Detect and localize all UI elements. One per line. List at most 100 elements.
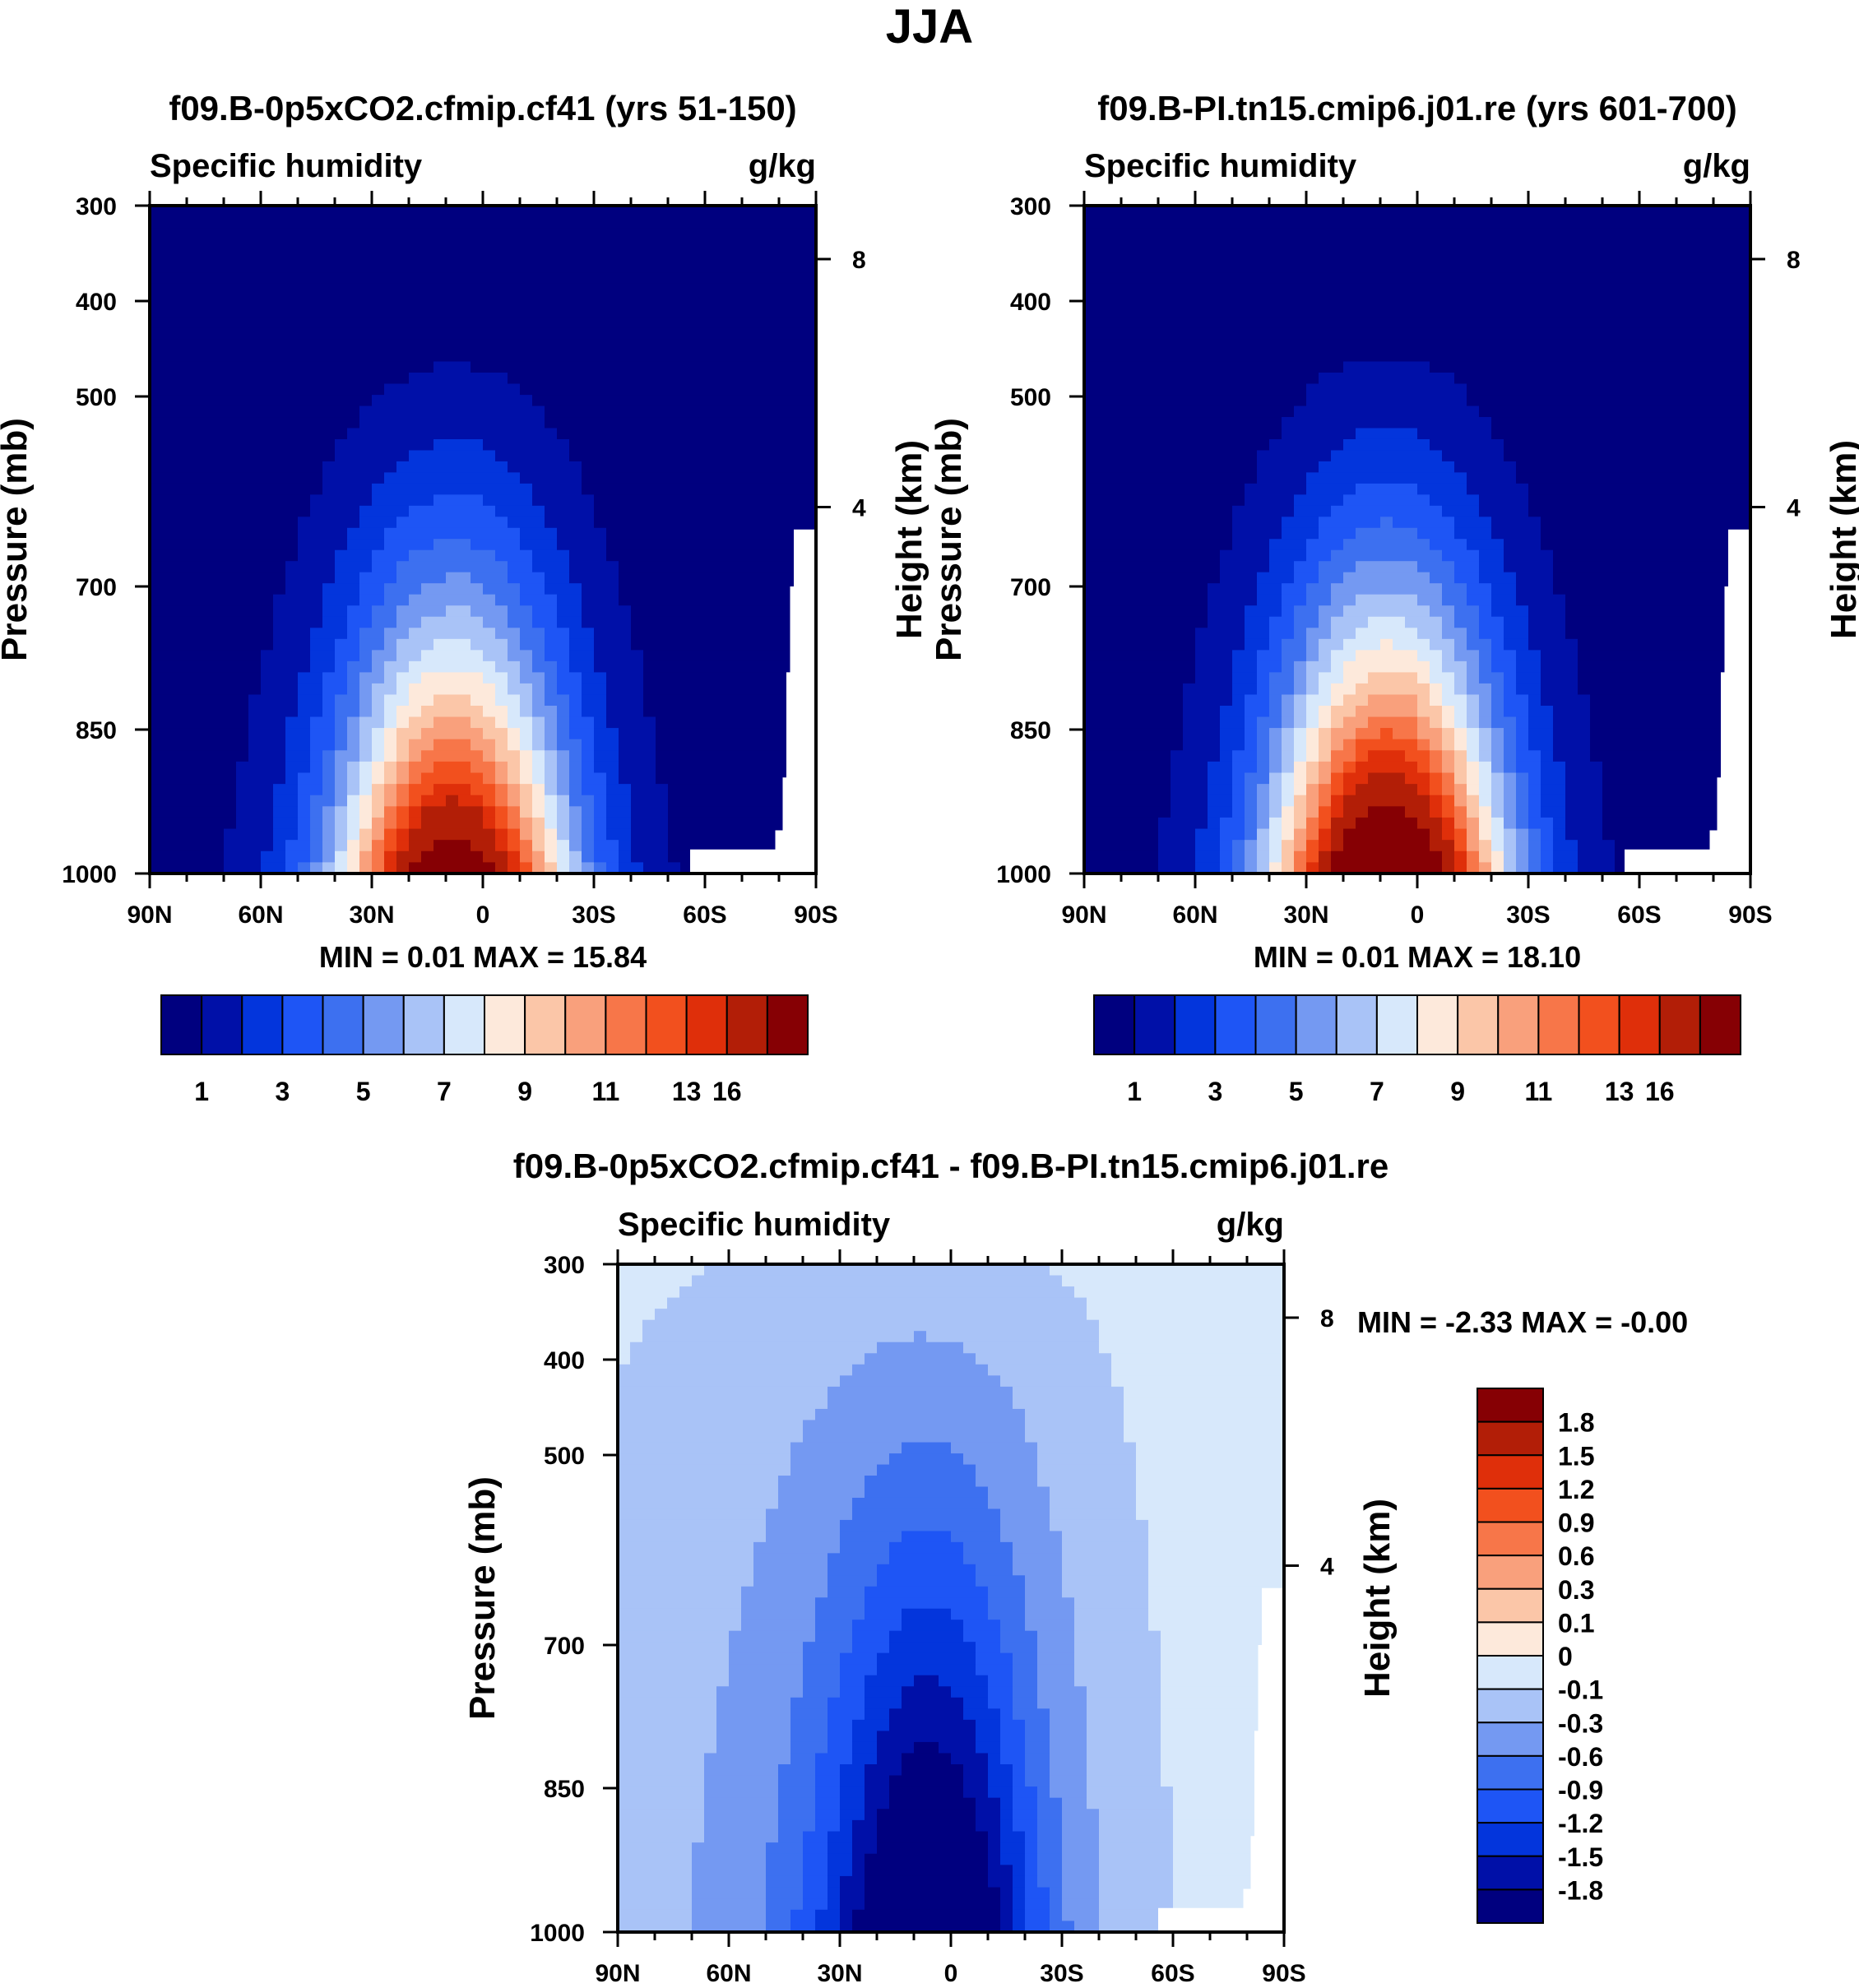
- field-cell: [1220, 716, 1233, 729]
- field-cell: [1294, 383, 1307, 396]
- field-cell: [693, 628, 706, 640]
- field-cell: [322, 450, 336, 462]
- variable-label: Specific humidity: [1084, 148, 1357, 184]
- field-cell: [643, 706, 656, 718]
- field-cell: [532, 817, 545, 830]
- field-cell: [298, 583, 311, 595]
- field-cell: [730, 616, 743, 628]
- field-cell: [322, 716, 336, 729]
- field-cell: [384, 250, 397, 262]
- field-cell: [483, 494, 496, 507]
- field-cell: [656, 694, 669, 707]
- field-cell: [261, 361, 274, 373]
- field-cell: [693, 638, 706, 651]
- field-cell: [273, 395, 286, 407]
- field-cell: [248, 850, 262, 863]
- field-cell: [804, 505, 816, 517]
- field-cell: [545, 683, 558, 696]
- field-cell: [1096, 483, 1110, 495]
- field-cell: [298, 784, 311, 796]
- field-cell: [1158, 327, 1171, 340]
- field-cell: [1319, 594, 1332, 606]
- field-cell: [730, 305, 743, 317]
- field-cell: [1257, 672, 1270, 684]
- field-cell: [754, 206, 767, 218]
- field-cell: [520, 517, 533, 529]
- field-cell: [742, 350, 755, 363]
- field-cell: [779, 239, 792, 251]
- field-cell: [1269, 784, 1282, 796]
- field-cell: [471, 650, 484, 662]
- field-cell: [631, 638, 644, 651]
- field-cell: [1084, 739, 1097, 751]
- field-cell: [471, 850, 484, 863]
- field-cell: [717, 817, 730, 830]
- field-cell: [705, 784, 718, 796]
- field-cell: [446, 417, 459, 429]
- field-cell: [261, 206, 274, 218]
- field-cell: [668, 583, 681, 595]
- field-cell: [224, 373, 237, 385]
- field-cell: [199, 228, 212, 240]
- field-cell: [1096, 594, 1110, 606]
- field-cell: [754, 594, 767, 606]
- field-cell: [372, 828, 385, 841]
- field-cell: [199, 594, 212, 606]
- field-cell: [643, 272, 656, 285]
- field-cell: [754, 472, 767, 484]
- field-cell: [1195, 862, 1208, 874]
- field-cell: [372, 750, 385, 762]
- field-cell: [619, 438, 632, 452]
- field-cell: [224, 784, 237, 796]
- field-cell: [174, 594, 188, 606]
- field-cell: [384, 694, 397, 707]
- field-cell: [631, 405, 644, 418]
- field-cell: [1084, 517, 1097, 529]
- field-cell: [285, 405, 299, 418]
- field-cell: [1158, 294, 1171, 307]
- field-cell: [162, 283, 175, 295]
- field-cell: [532, 549, 545, 562]
- field-cell: [162, 840, 175, 852]
- field-cell: [1109, 483, 1122, 495]
- field-cell: [1096, 517, 1110, 529]
- field-cell: [298, 660, 311, 673]
- field-cell: [532, 616, 545, 628]
- field-cell: [1183, 350, 1196, 363]
- field-cell: [224, 594, 237, 606]
- field-cell: [767, 428, 780, 440]
- field-cell: [1343, 216, 1356, 229]
- field-cell: [458, 239, 471, 251]
- field-cell: [656, 438, 669, 452]
- field-cell: [631, 272, 644, 285]
- field-cell: [372, 862, 385, 874]
- field-cell: [767, 272, 780, 285]
- field-cell: [1405, 483, 1418, 495]
- field-cell: [335, 772, 348, 785]
- field-cell: [396, 828, 410, 841]
- field-cell: [1208, 840, 1221, 852]
- field-cell: [557, 517, 570, 529]
- field-cell: [1208, 239, 1221, 251]
- field-cell: [631, 228, 644, 240]
- field-cell: [767, 417, 780, 429]
- field-cell: [705, 527, 718, 540]
- field-cell: [1417, 472, 1430, 484]
- field-cell: [1368, 772, 1381, 785]
- field-cell: [1220, 395, 1233, 407]
- field-cell: [174, 527, 188, 540]
- field-cell: [347, 761, 360, 774]
- field-cell: [150, 216, 163, 229]
- field-cell: [754, 417, 767, 429]
- field-cell: [557, 750, 570, 762]
- field-cell: [1084, 549, 1097, 562]
- field-cell: [248, 305, 262, 317]
- field-cell: [1306, 216, 1319, 229]
- field-cell: [446, 561, 459, 573]
- field-cell: [1368, 327, 1381, 340]
- field-cell: [1393, 250, 1406, 262]
- field-cell: [1417, 483, 1430, 495]
- field-cell: [347, 350, 360, 363]
- field-cell: [767, 806, 780, 818]
